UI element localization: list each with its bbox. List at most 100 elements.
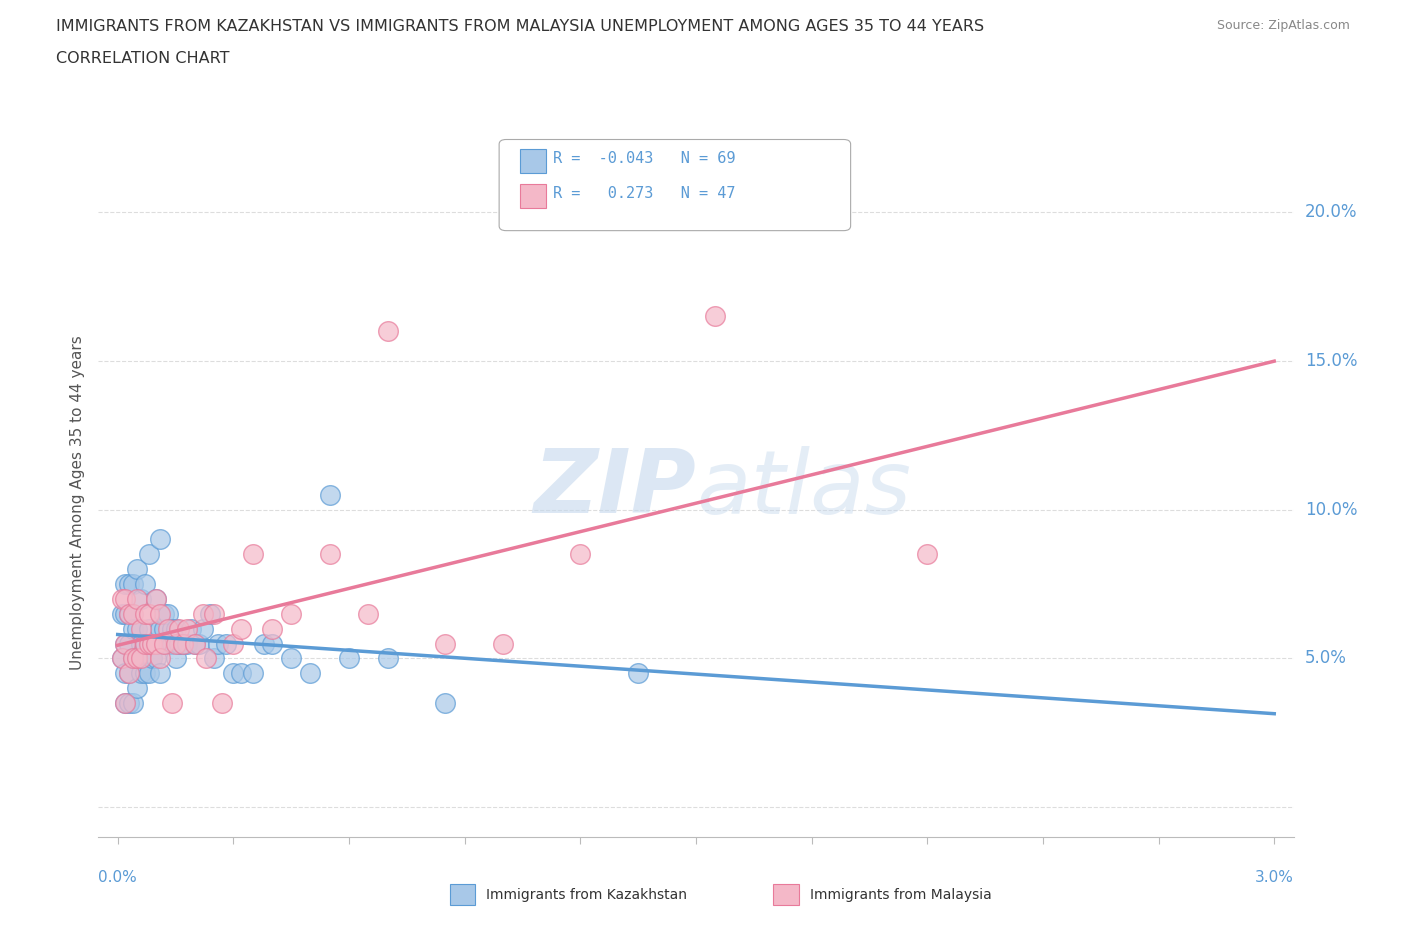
Point (114, 636, 136, 651)
Point (110, 591, 132, 606)
Point (377, 651, 399, 666)
Point (125, 651, 148, 666)
Point (156, 636, 179, 651)
Point (229, 621, 252, 636)
Point (191, 606, 214, 621)
Point (202, 651, 225, 666)
Point (149, 532, 172, 547)
Point (222, 636, 245, 651)
Point (165, 651, 187, 666)
Point (145, 591, 167, 606)
Point (134, 636, 156, 651)
Point (110, 651, 132, 666)
Point (129, 651, 152, 666)
Point (176, 621, 198, 636)
Point (202, 606, 225, 621)
Point (138, 621, 160, 636)
Point (319, 547, 342, 562)
Point (149, 666, 172, 681)
Point (122, 651, 145, 666)
Text: Immigrants from Malaysia: Immigrants from Malaysia (810, 887, 991, 902)
Text: Source: ZipAtlas.com: Source: ZipAtlas.com (1216, 19, 1350, 32)
Point (195, 651, 218, 666)
Point (200, 606, 222, 621)
Point (138, 636, 160, 651)
Point (242, 666, 264, 681)
Point (134, 577, 156, 591)
Point (207, 636, 229, 651)
Point (704, 309, 727, 324)
Point (138, 547, 160, 562)
Point (160, 621, 183, 636)
Y-axis label: Unemployment Among Ages 35 to 44 years: Unemployment Among Ages 35 to 44 years (70, 335, 86, 670)
Point (214, 636, 236, 651)
Point (114, 696, 136, 711)
Point (149, 651, 172, 666)
Point (145, 636, 167, 651)
Point (118, 606, 141, 621)
Text: IMMIGRANTS FROM KAZAKHSTAN VS IMMIGRANTS FROM MALAYSIA UNEMPLOYMENT AMONG AGES 3: IMMIGRANTS FROM KAZAKHSTAN VS IMMIGRANTS… (56, 19, 984, 33)
Point (122, 696, 145, 711)
Point (260, 636, 283, 651)
Point (153, 621, 176, 636)
Point (280, 606, 302, 621)
Point (176, 636, 198, 651)
Point (134, 606, 156, 621)
Point (118, 696, 141, 711)
Point (134, 666, 156, 681)
Point (110, 651, 132, 666)
Point (187, 636, 209, 651)
Point (169, 636, 191, 651)
Point (122, 621, 145, 636)
Point (229, 666, 252, 681)
Point (125, 562, 148, 577)
Point (129, 636, 152, 651)
Point (180, 621, 202, 636)
Point (337, 651, 360, 666)
Point (172, 636, 194, 651)
Point (153, 606, 176, 621)
Point (153, 636, 176, 651)
Point (122, 577, 145, 591)
Point (114, 666, 136, 681)
Point (118, 666, 141, 681)
Point (156, 621, 179, 636)
Text: 5.0%: 5.0% (1305, 649, 1347, 668)
Point (260, 621, 283, 636)
Point (160, 636, 183, 651)
Point (114, 696, 136, 711)
Point (319, 487, 342, 502)
Point (377, 324, 399, 339)
Text: 20.0%: 20.0% (1305, 203, 1357, 221)
Text: 0.0%: 0.0% (98, 870, 138, 884)
Point (129, 666, 152, 681)
Point (122, 651, 145, 666)
Text: R =   0.273   N = 47: R = 0.273 N = 47 (553, 186, 735, 201)
Point (153, 636, 176, 651)
Text: Immigrants from Kazakhstan: Immigrants from Kazakhstan (486, 887, 688, 902)
Point (160, 696, 183, 711)
Point (917, 547, 939, 562)
Point (141, 651, 163, 666)
Point (110, 606, 132, 621)
Point (114, 636, 136, 651)
Point (125, 651, 148, 666)
Point (627, 666, 650, 681)
Point (299, 666, 322, 681)
Point (165, 636, 187, 651)
Text: ZIP: ZIP (533, 445, 696, 532)
Point (125, 621, 148, 636)
Point (149, 606, 172, 621)
Point (138, 606, 160, 621)
Point (165, 621, 187, 636)
Point (253, 636, 276, 651)
Point (125, 591, 148, 606)
Point (134, 636, 156, 651)
Point (129, 591, 152, 606)
Point (114, 606, 136, 621)
Point (145, 651, 167, 666)
Point (118, 606, 141, 621)
Point (242, 547, 264, 562)
Point (184, 636, 207, 651)
Text: 3.0%: 3.0% (1254, 870, 1294, 884)
